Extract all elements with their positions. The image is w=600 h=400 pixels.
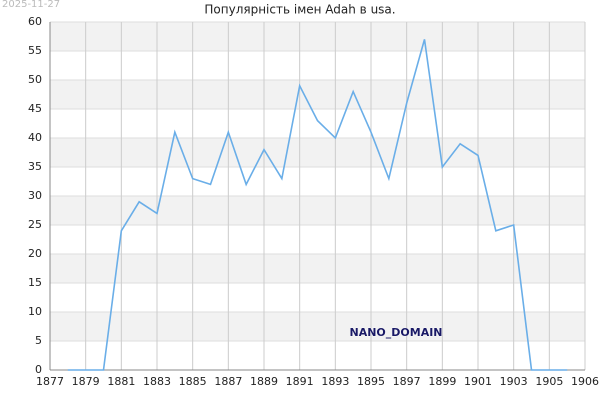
y-tick-label: 5 xyxy=(35,334,42,347)
x-tick-label: 1899 xyxy=(428,375,456,388)
y-tick-label: 45 xyxy=(28,102,42,115)
grid-band xyxy=(50,138,585,167)
line xyxy=(67,39,568,371)
y-tick-label: 55 xyxy=(28,44,42,57)
x-tick-label: 1889 xyxy=(250,375,278,388)
grid-band xyxy=(50,254,585,283)
y-tick-label: 10 xyxy=(28,305,42,318)
watermark: NANO_DOMAIN xyxy=(349,326,442,339)
x-tick-label: 1901 xyxy=(464,375,492,388)
x-tick-label: 1903 xyxy=(500,375,528,388)
y-tick-label: 40 xyxy=(28,131,42,144)
y-tick-label: 15 xyxy=(28,276,42,289)
x-tick-label: 1881 xyxy=(107,375,135,388)
x-tick-label: 1885 xyxy=(179,375,207,388)
x-tick-label: 1897 xyxy=(393,375,421,388)
y-tick-label: 0 xyxy=(35,363,42,376)
date-stamp: 2025-11-27 xyxy=(2,0,60,10)
x-tick-label: 1887 xyxy=(214,375,242,388)
y-tick-label: 60 xyxy=(28,15,42,28)
grid-band xyxy=(50,22,585,51)
x-tick-label: 1883 xyxy=(143,375,171,388)
x-tick-label: 1906 xyxy=(571,375,599,388)
x-tick-label: 1893 xyxy=(321,375,349,388)
x-tick-label: 1895 xyxy=(357,375,385,388)
x-tick-label: 1877 xyxy=(36,375,64,388)
y-tick-label: 35 xyxy=(28,160,42,173)
x-tick-label: 1905 xyxy=(535,375,563,388)
grid-band xyxy=(50,196,585,225)
y-tick-label: 30 xyxy=(28,189,42,202)
grid-band xyxy=(50,312,585,341)
grid-band xyxy=(50,80,585,109)
y-tick-label: 20 xyxy=(28,247,42,260)
x-tick-label: 1891 xyxy=(286,375,314,388)
x-tick-label: 1879 xyxy=(72,375,100,388)
y-tick-label: 50 xyxy=(28,73,42,86)
chart-title: Популярність імен Adah в usa. xyxy=(204,3,395,17)
y-tick-label: 25 xyxy=(28,218,42,231)
